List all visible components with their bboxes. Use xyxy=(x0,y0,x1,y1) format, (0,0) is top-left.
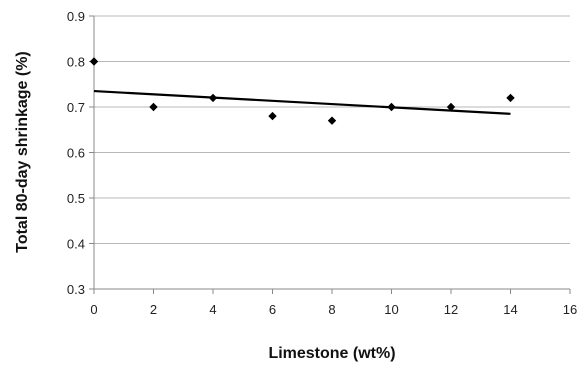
x-axis-title: Limestone (wt%) xyxy=(268,345,395,362)
data-point-14 xyxy=(506,93,515,103)
data-points xyxy=(89,57,515,125)
data-point-4 xyxy=(208,93,218,103)
y-tick-label-0.6: 0.6 xyxy=(67,146,85,161)
x-tick-label-4: 4 xyxy=(209,302,216,317)
x-tick-label-2: 2 xyxy=(150,302,157,317)
x-tick-label-14: 14 xyxy=(503,302,517,317)
data-point-8 xyxy=(327,116,337,125)
trendline-group xyxy=(93,89,511,115)
y-tick-label-0.9: 0.9 xyxy=(67,9,85,24)
data-point-0 xyxy=(89,57,99,66)
y-tick-label-0.4: 0.4 xyxy=(67,237,85,252)
x-tick-label-0: 0 xyxy=(90,302,97,317)
data-point-6 xyxy=(268,111,277,121)
y-tick-labels: 0.3 0.4 0.5 0.6 0.7 0.8 0.9 xyxy=(67,9,85,297)
y-tick-label-0.7: 0.7 xyxy=(67,100,85,115)
x-tick-label-6: 6 xyxy=(269,302,276,317)
data-point-10 xyxy=(387,102,396,112)
y-tick-label-0.3: 0.3 xyxy=(67,282,85,297)
axes xyxy=(89,15,571,294)
y-tick-label-0.5: 0.5 xyxy=(67,191,85,206)
y-tick-label-0.8: 0.8 xyxy=(67,55,85,70)
x-tick-label-16: 16 xyxy=(563,302,577,317)
gridlines xyxy=(94,15,570,244)
data-point-2 xyxy=(149,102,158,112)
y-axis-title: Total 80-day shrinkage (%) xyxy=(14,51,31,253)
x-tick-label-10: 10 xyxy=(384,302,398,317)
x-tick-label-8: 8 xyxy=(328,302,335,317)
x-tick-labels: 0 2 4 6 8 10 12 14 16 xyxy=(90,302,577,317)
data-point-12 xyxy=(446,102,456,112)
linear-trendline xyxy=(93,89,511,115)
x-tick-label-12: 12 xyxy=(444,302,458,317)
